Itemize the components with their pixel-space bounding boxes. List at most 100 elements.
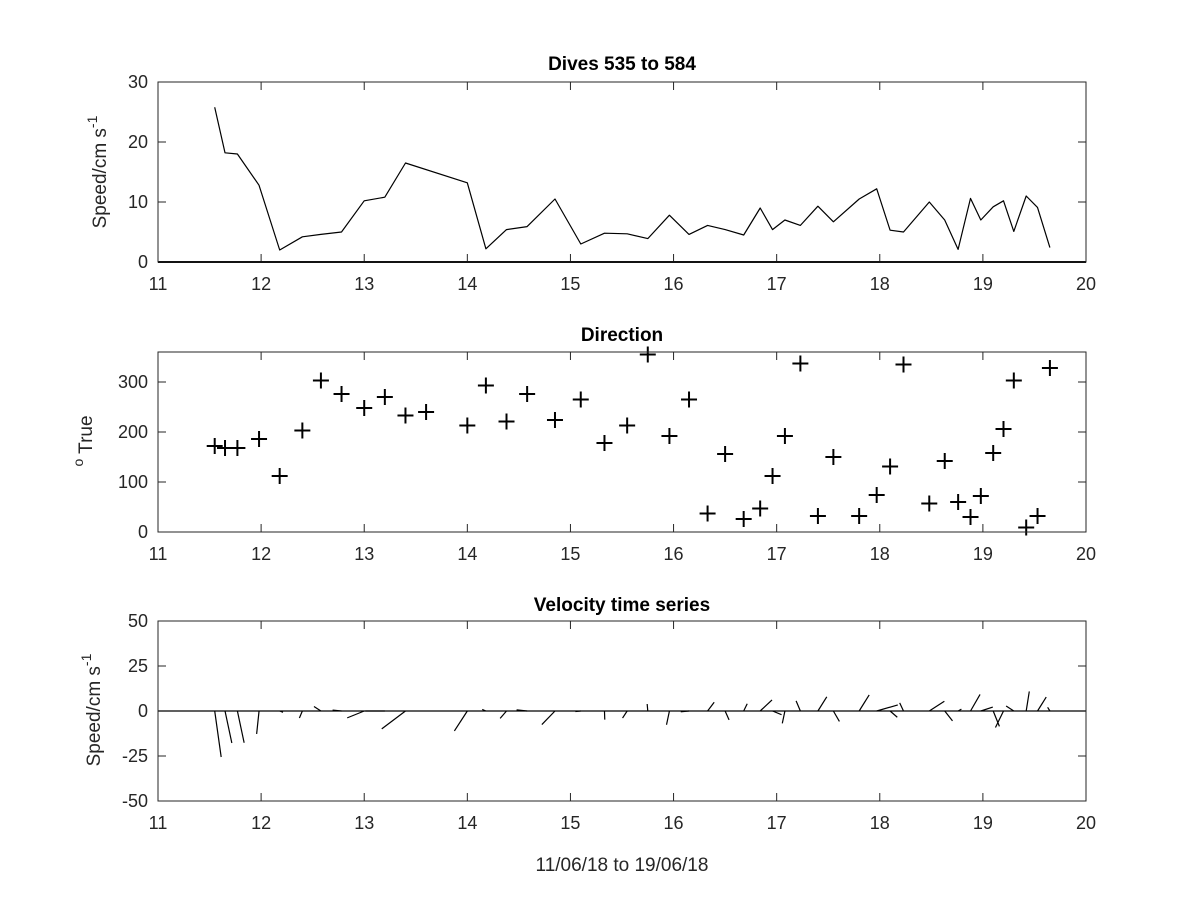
- velocity-stick: [1005, 705, 1015, 712]
- velocity-y-axis-label: Speed/cm s-1: [78, 653, 105, 766]
- direction-point: [376, 389, 393, 405]
- velocity-stick: [224, 710, 233, 744]
- velocity-stick: [1037, 696, 1047, 712]
- direction-point: [251, 431, 268, 447]
- direction-point: [851, 508, 868, 524]
- direction-point: [699, 505, 716, 522]
- speed-series-line: [214, 107, 1051, 251]
- velocity-x-tick-label: 14: [457, 813, 477, 833]
- velocity-x-tick-label: 12: [251, 813, 271, 833]
- velocity-stick: [832, 710, 840, 722]
- velocity-stick: [279, 710, 284, 713]
- velocity-stick: [1047, 707, 1051, 712]
- velocity-stick: [482, 708, 487, 712]
- speed-x-tick-label: 17: [767, 274, 787, 294]
- direction-point: [459, 417, 476, 434]
- velocity-stick: [876, 704, 898, 712]
- direction-series-group: [206, 346, 1058, 536]
- direction-point: [752, 500, 769, 517]
- speed-x-tick-label: 16: [664, 274, 684, 294]
- direction-x-tick-label: 16: [664, 544, 684, 564]
- direction-x-tick-label: 18: [870, 544, 890, 564]
- direction-point: [519, 386, 536, 402]
- direction-x-tick-label: 13: [354, 544, 374, 564]
- velocity-stick: [944, 710, 953, 722]
- direction-y-tick-label: 100: [118, 472, 148, 492]
- direction-point: [572, 391, 589, 408]
- velocity-stick: [781, 710, 786, 724]
- velocity-x-tick-label: 16: [664, 813, 684, 833]
- velocity-stick: [346, 710, 365, 719]
- velocity-stick: [759, 699, 773, 712]
- speed-panel: Dives 535 to 584 Speed/cm s-1 11 12 13 14 15…: [84, 54, 1096, 294]
- velocity-stick: [214, 710, 222, 758]
- velocity-stick: [957, 708, 962, 712]
- velocity-stick: [743, 703, 748, 712]
- direction-point: [776, 428, 793, 444]
- velocity-stick: [858, 694, 870, 712]
- velocity-y-tick-label: -50: [122, 791, 148, 811]
- direction-x-tick-label: 20: [1076, 544, 1096, 564]
- direction-point: [895, 356, 912, 373]
- speed-tick-group: 11 12 13 14 15 16 17 18 19 20 0 10 20 30: [128, 72, 1096, 294]
- velocity-y-tick-label: 25: [128, 656, 148, 676]
- velocity-y-tick-label: 50: [128, 611, 148, 631]
- speed-y-tick-label: 30: [128, 72, 148, 92]
- direction-point: [950, 494, 967, 510]
- velocity-stick: [332, 709, 342, 712]
- velocity-y-tick-label: -25: [122, 746, 148, 766]
- direction-point: [312, 372, 329, 389]
- velocity-stick: [236, 710, 245, 743]
- direction-plot-frame: [157, 351, 1087, 533]
- direction-point: [498, 413, 515, 430]
- velocity-stick: [516, 709, 528, 712]
- direction-point: [995, 421, 1012, 437]
- direction-point: [229, 440, 246, 456]
- speed-y-tick-label: 10: [128, 192, 148, 212]
- velocity-stick: [795, 700, 801, 712]
- direction-point: [397, 407, 414, 424]
- velocity-stick: [994, 710, 1005, 728]
- velocity-series-group: [158, 691, 1086, 758]
- direction-y-tick-label: 0: [138, 522, 148, 542]
- direction-point: [985, 445, 1002, 461]
- direction-point: [972, 488, 989, 504]
- velocity-stick: [899, 702, 905, 712]
- direction-x-tick-label: 14: [457, 544, 477, 564]
- velocity-stick: [772, 710, 782, 716]
- speed-x-tick-label: 19: [973, 274, 993, 294]
- direction-point: [356, 400, 373, 416]
- velocity-stick: [928, 700, 945, 712]
- direction-point: [546, 412, 563, 428]
- direction-x-tick-label: 11: [149, 544, 168, 564]
- direction-x-tick-label: 12: [251, 544, 271, 564]
- velocity-stick: [992, 710, 1000, 727]
- velocity-y-tick-label: 0: [138, 701, 148, 721]
- direction-point: [921, 495, 938, 512]
- speed-x-tick-label: 13: [354, 274, 374, 294]
- velocity-stick: [889, 710, 898, 718]
- speed-plot-frame: [157, 81, 1087, 263]
- velocity-x-tick-label: 13: [354, 813, 374, 833]
- velocity-stick: [256, 710, 260, 734]
- velocity-x-tick-label: 20: [1076, 813, 1096, 833]
- velocity-x-tick-label: 15: [560, 813, 580, 833]
- direction-point: [639, 346, 656, 363]
- direction-y-tick-label: 300: [118, 372, 148, 392]
- speed-y-tick-label: 0: [138, 252, 148, 272]
- speed-x-tick-label: 18: [870, 274, 890, 294]
- direction-point: [619, 417, 636, 434]
- speed-x-tick-label: 12: [251, 274, 271, 294]
- direction-point: [271, 468, 288, 484]
- direction-point: [735, 511, 752, 527]
- speed-x-tick-label: 15: [560, 274, 580, 294]
- direction-point: [681, 391, 698, 408]
- direction-x-tick-label: 17: [767, 544, 787, 564]
- direction-point: [1041, 360, 1058, 376]
- velocity-x-axis-label: 11/06/18 to 19/06/18: [536, 855, 709, 876]
- direction-point: [764, 468, 781, 484]
- direction-point: [333, 386, 350, 402]
